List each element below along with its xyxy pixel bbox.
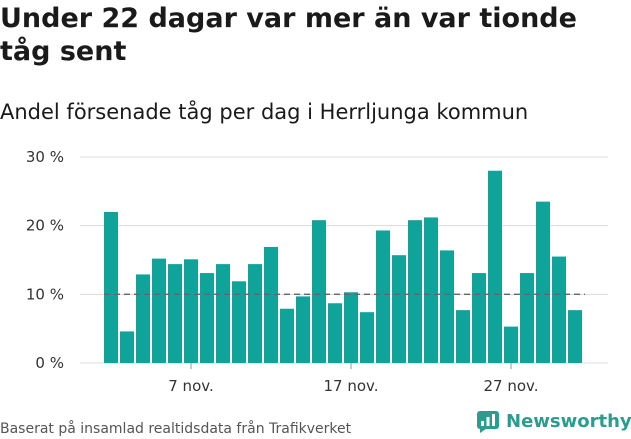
bar (344, 292, 358, 363)
bar (120, 331, 134, 363)
bar (456, 310, 470, 363)
source-note: Baserat på insamlad realtidsdata från Tr… (0, 421, 352, 437)
bar (520, 273, 534, 363)
newsworthy-logo-icon (477, 411, 499, 433)
chart-subtitle: Andel försenade tåg per dag i Herrljunga… (0, 100, 529, 124)
x-axis-tick-labels: 7 nov. 17 nov. 27 nov. (168, 363, 539, 395)
bar (168, 264, 182, 363)
bar (440, 250, 454, 363)
bar (296, 296, 310, 363)
brand-name: Newsworthy (506, 411, 631, 432)
bar (200, 273, 214, 363)
y-tick-label: 20 % (26, 217, 64, 235)
bar (488, 170, 502, 363)
bar (360, 312, 374, 363)
chart-title: Under 22 dagar var mer än var tionde tåg… (0, 3, 577, 67)
x-tick-label: 17 nov. (323, 377, 378, 395)
bars (104, 170, 582, 363)
bar-chart: 0 % 10 % 20 % 30 % 7 nov. 17 nov. 27 nov. (26, 148, 608, 395)
bar (568, 310, 582, 363)
bar (264, 246, 278, 363)
bar (328, 303, 342, 363)
bar (552, 256, 566, 363)
bar (392, 255, 406, 363)
bar (152, 258, 166, 363)
x-tick-label: 27 nov. (483, 377, 538, 395)
x-tick-label: 7 nov. (168, 377, 213, 395)
bar (312, 220, 326, 363)
bar (136, 274, 150, 363)
bar (376, 230, 390, 363)
bar (280, 308, 294, 363)
bar (248, 264, 262, 363)
bar (216, 264, 230, 363)
bar (184, 259, 198, 363)
y-tick-label: 0 % (35, 354, 64, 372)
y-tick-label: 30 % (26, 148, 64, 166)
bar (472, 273, 486, 363)
bar (232, 281, 246, 363)
bar (424, 217, 438, 363)
bar (408, 220, 422, 363)
y-axis-tick-labels: 0 % 10 % 20 % 30 % (26, 148, 64, 372)
bar (536, 201, 550, 363)
bar (504, 326, 518, 363)
y-tick-label: 10 % (26, 285, 64, 303)
brand-logo: Newsworthy (476, 410, 631, 434)
bar (104, 211, 118, 363)
